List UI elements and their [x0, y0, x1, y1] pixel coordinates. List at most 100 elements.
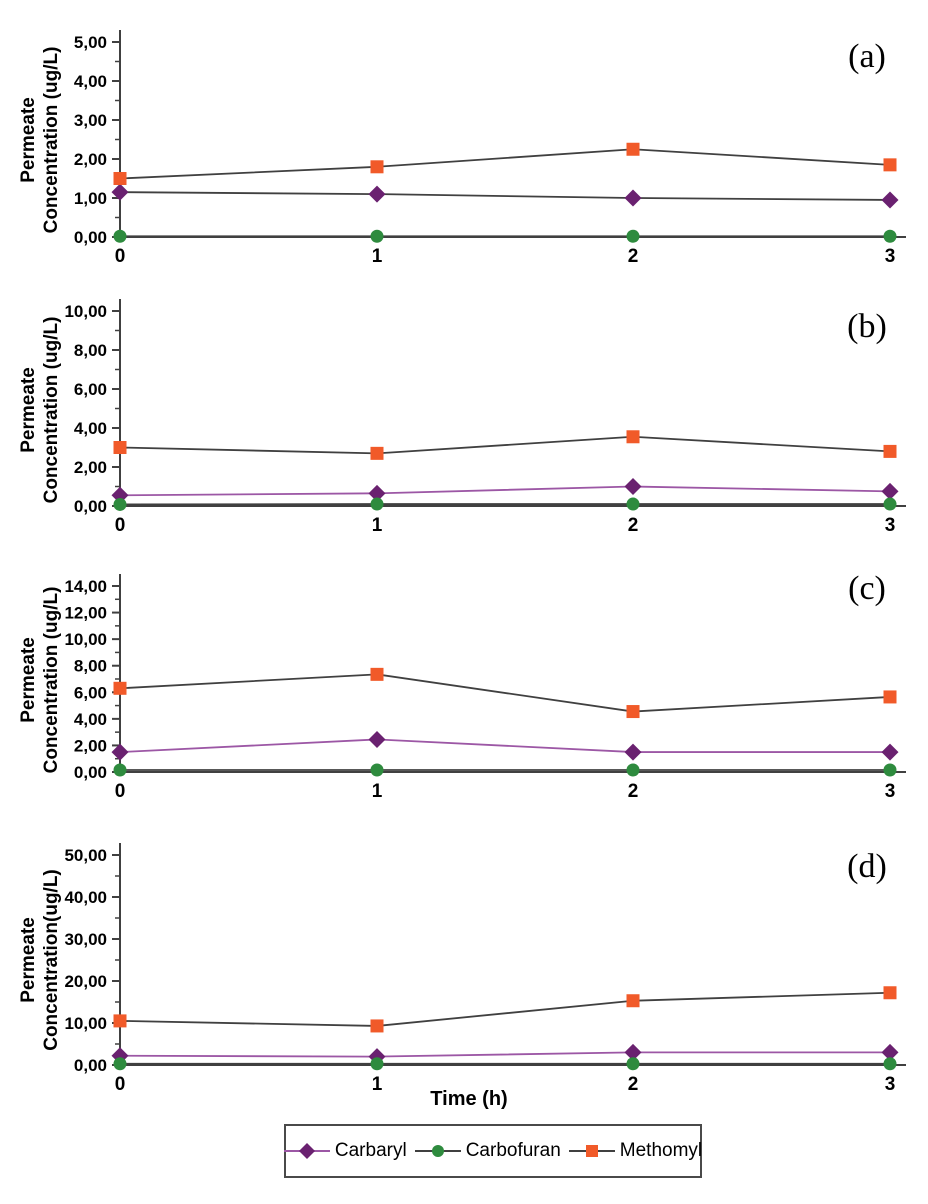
y-tick-label: 6,00: [74, 380, 107, 399]
y-tick-label: 10,00: [64, 1014, 107, 1033]
data-point-marker: [370, 1057, 384, 1071]
y-tick-label: 0,00: [74, 1056, 107, 1075]
legend-label-carbofuran: Carbofuran: [465, 1140, 561, 1161]
data-point-marker: [113, 497, 127, 511]
y-axis-title-line1: Permeate: [18, 917, 39, 1003]
data-point-marker: [883, 158, 897, 172]
plot-area-c: 0,00 2,00 4,00 6,00 8,00 10,00 12,00 14,00 0 1 2 3: [64, 574, 906, 802]
y-tick-label: 20,00: [64, 972, 107, 991]
data-point-marker: [431, 1145, 444, 1157]
chart-panel-d: 0,00 10,00 20,00 30,00 40,00 50,00 0 1 2 3 Permea…: [0, 810, 928, 1090]
x-tick-label: 2: [628, 781, 639, 802]
series-line-methomyl: [119, 673, 891, 713]
data-point-marker: [883, 690, 897, 704]
data-point-marker: [113, 229, 127, 243]
data-point-marker: [626, 994, 640, 1008]
legend-item-carbaryl: Carbaryl: [283, 1140, 407, 1162]
y-tick-label: 30,00: [64, 930, 107, 949]
data-point-marker: [883, 229, 897, 243]
y-tick-label: 0,00: [74, 763, 107, 782]
y-axis-title-line2: Concentration(ug/L): [41, 869, 62, 1051]
x-tick-label: 0: [115, 515, 126, 536]
x-tick-label: 2: [628, 1074, 639, 1090]
data-point-marker: [626, 430, 640, 444]
y-axis-title-a: Permeate Concentration (ug/L): [17, 24, 63, 256]
y-tick-label: 4,00: [74, 710, 107, 729]
y-axis-title-b: Permeate Concentration (ug/L): [17, 294, 63, 526]
y-axis-title-line1: Permeate: [18, 97, 39, 183]
y-axis-title-c: Permeate Concentration (ug/L): [17, 564, 63, 796]
data-point-marker: [883, 1057, 897, 1071]
panel-label-d: (d): [847, 848, 887, 885]
y-axis-title-line1: Permeate: [18, 637, 39, 723]
x-tick-label: 2: [628, 246, 639, 267]
x-tick-label: 0: [115, 781, 126, 802]
data-point-marker: [626, 1057, 640, 1071]
y-tick-label: 3,00: [74, 111, 107, 130]
y-axis-title-line1: Permeate: [18, 367, 39, 453]
y-axis-title-line2: Concentration (ug/L): [41, 46, 62, 234]
data-point-marker: [624, 1043, 642, 1061]
y-tick-label: 1,00: [74, 189, 107, 208]
y-tick-label: 10,00: [64, 302, 107, 321]
x-tick-label: 1: [372, 1074, 383, 1090]
data-point-marker: [883, 497, 897, 511]
x-tick-label: 1: [372, 246, 383, 267]
y-tick-label: 14,00: [64, 577, 107, 596]
y-tick-label: 6,00: [74, 683, 107, 702]
data-point-marker: [624, 478, 642, 495]
data-point-marker: [626, 142, 640, 156]
data-point-marker: [111, 743, 129, 761]
y-tick-label: 2,00: [74, 736, 107, 755]
y-tick-label: 0,00: [74, 228, 107, 247]
data-point-marker: [626, 229, 640, 243]
plot-area-b: 0,00 2,00 4,00 6,00 8,00 10,00 0 1 2 3: [64, 299, 906, 536]
legend: Carbaryl Carbofuran Methomyl: [283, 1124, 703, 1178]
series-line-methomyl: [119, 435, 891, 455]
chart-panel-b: 0,00 2,00 4,00 6,00 8,00 10,00 0 1 2 3 Permeate C…: [0, 270, 928, 550]
legend-label-carbaryl: Carbaryl: [334, 1140, 407, 1161]
legend-label-methomyl: Methomyl: [619, 1140, 703, 1161]
data-point-marker: [881, 743, 899, 761]
data-point-marker: [624, 189, 642, 207]
y-tick-label: 2,00: [74, 150, 107, 169]
carbaryl-diamond-icon: [283, 1143, 330, 1159]
data-point-marker: [370, 446, 384, 460]
plot-area-d: 0,00 10,00 20,00 30,00 40,00 50,00 0 1 2 3: [64, 843, 906, 1090]
x-tick-label: 1: [372, 781, 383, 802]
data-point-marker: [113, 172, 127, 185]
y-tick-label: 8,00: [74, 341, 107, 360]
data-point-marker: [370, 497, 384, 511]
data-point-marker: [585, 1145, 598, 1157]
legend-item-methomyl: Methomyl: [568, 1140, 703, 1162]
data-point-marker: [370, 229, 384, 243]
x-tick-label: 0: [115, 246, 126, 267]
x-tick-label: 1: [372, 515, 383, 536]
y-tick-label: 10,00: [64, 630, 107, 649]
chart-panel-c: 0,00 2,00 4,00 6,00 8,00 10,00 12,00 14,00 0 1 2 3 …: [0, 540, 928, 820]
series-line-carbaryl: [119, 485, 891, 497]
data-point-marker: [368, 185, 386, 203]
x-tick-label: 3: [885, 515, 896, 536]
y-tick-label: 50,00: [64, 846, 107, 865]
legend-item-carbofuran: Carbofuran: [414, 1140, 561, 1162]
x-axis-title: Time (h): [430, 1088, 508, 1110]
y-tick-label: 2,00: [74, 458, 107, 477]
data-point-marker: [626, 763, 640, 777]
data-point-marker: [626, 705, 640, 719]
panel-label-b: (b): [847, 308, 887, 345]
data-point-marker: [370, 1019, 384, 1033]
data-point-marker: [113, 441, 127, 454]
data-point-marker: [113, 681, 127, 695]
y-tick-label: 40,00: [64, 888, 107, 907]
y-tick-label: 4,00: [74, 419, 107, 438]
y-axis-title-line2: Concentration (ug/L): [41, 316, 62, 504]
x-tick-label: 3: [885, 1074, 896, 1090]
data-point-marker: [370, 160, 384, 174]
x-tick-label: 3: [885, 246, 896, 267]
data-point-marker: [883, 763, 897, 777]
data-point-marker: [881, 1043, 899, 1061]
series-line-methomyl: [119, 991, 891, 1027]
x-tick-label: 3: [885, 781, 896, 802]
